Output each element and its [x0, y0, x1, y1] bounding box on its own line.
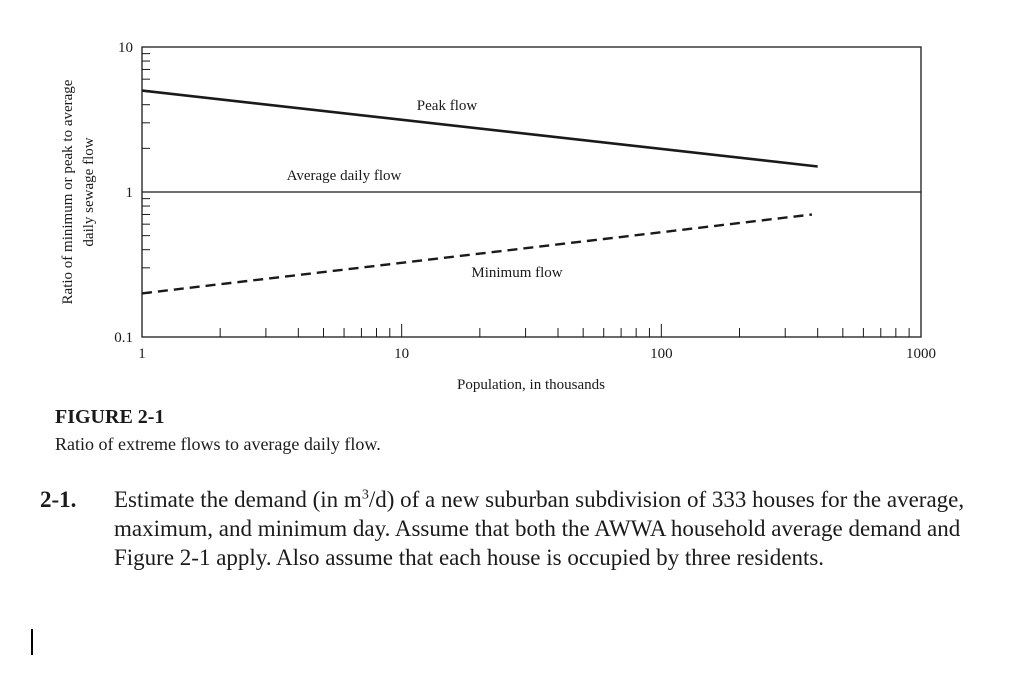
- series-labels: Peak flow Average daily flow Minimum flow: [287, 98, 563, 281]
- minimum-flow-line: [141, 213, 813, 295]
- x-tick-label: 100: [650, 346, 673, 362]
- y-axis-label-line1: Ratio of minimum or peak to average: [60, 79, 76, 304]
- axis-ticks: [142, 53, 910, 337]
- problem-text: Estimate the demand (in m3/d) of a new s…: [114, 485, 974, 572]
- y-tick-label: 10: [118, 40, 133, 56]
- flow-ratio-chart: 1 10 100 1000 0.1 1 10 Peak flow Average daily …: [60, 40, 936, 393]
- figure-label: FIGURE 2-1: [55, 406, 165, 428]
- problem-text-rest: /d) of a new suburban subdivision of 333…: [114, 487, 965, 570]
- peak-flow-label: Peak flow: [417, 98, 478, 114]
- y-tick-label: 1: [126, 185, 134, 201]
- series-lines: [141, 89, 921, 295]
- average-flow-label: Average daily flow: [287, 168, 402, 184]
- axis-tick-labels: 1 10 100 1000 0.1 1 10: [114, 40, 936, 362]
- problem-number: 2-1.: [40, 487, 77, 512]
- y-axis-label-line2: daily sewage flow: [81, 137, 97, 246]
- x-axis-label: Population, in thousands: [457, 377, 605, 393]
- y-tick-label: 0.1: [114, 330, 133, 346]
- x-tick-label: 1: [138, 346, 146, 362]
- x-tick-label: 1000: [906, 346, 936, 362]
- minimum-flow-label: Minimum flow: [471, 265, 562, 281]
- x-tick-label: 10: [394, 346, 409, 362]
- peak-flow-line: [141, 89, 818, 168]
- text-cursor: [31, 629, 33, 655]
- figure-caption: Ratio of extreme flows to average daily …: [55, 434, 381, 454]
- cubic-superscript: 3: [361, 487, 369, 503]
- problem-text-start: Estimate the demand (in m: [114, 487, 362, 512]
